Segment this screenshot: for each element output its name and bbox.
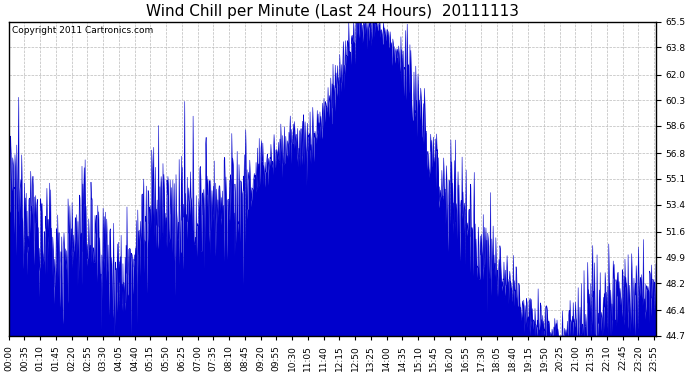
Text: Copyright 2011 Cartronics.com: Copyright 2011 Cartronics.com [12, 26, 153, 35]
Title: Wind Chill per Minute (Last 24 Hours)  20111113: Wind Chill per Minute (Last 24 Hours) 20… [146, 4, 519, 19]
